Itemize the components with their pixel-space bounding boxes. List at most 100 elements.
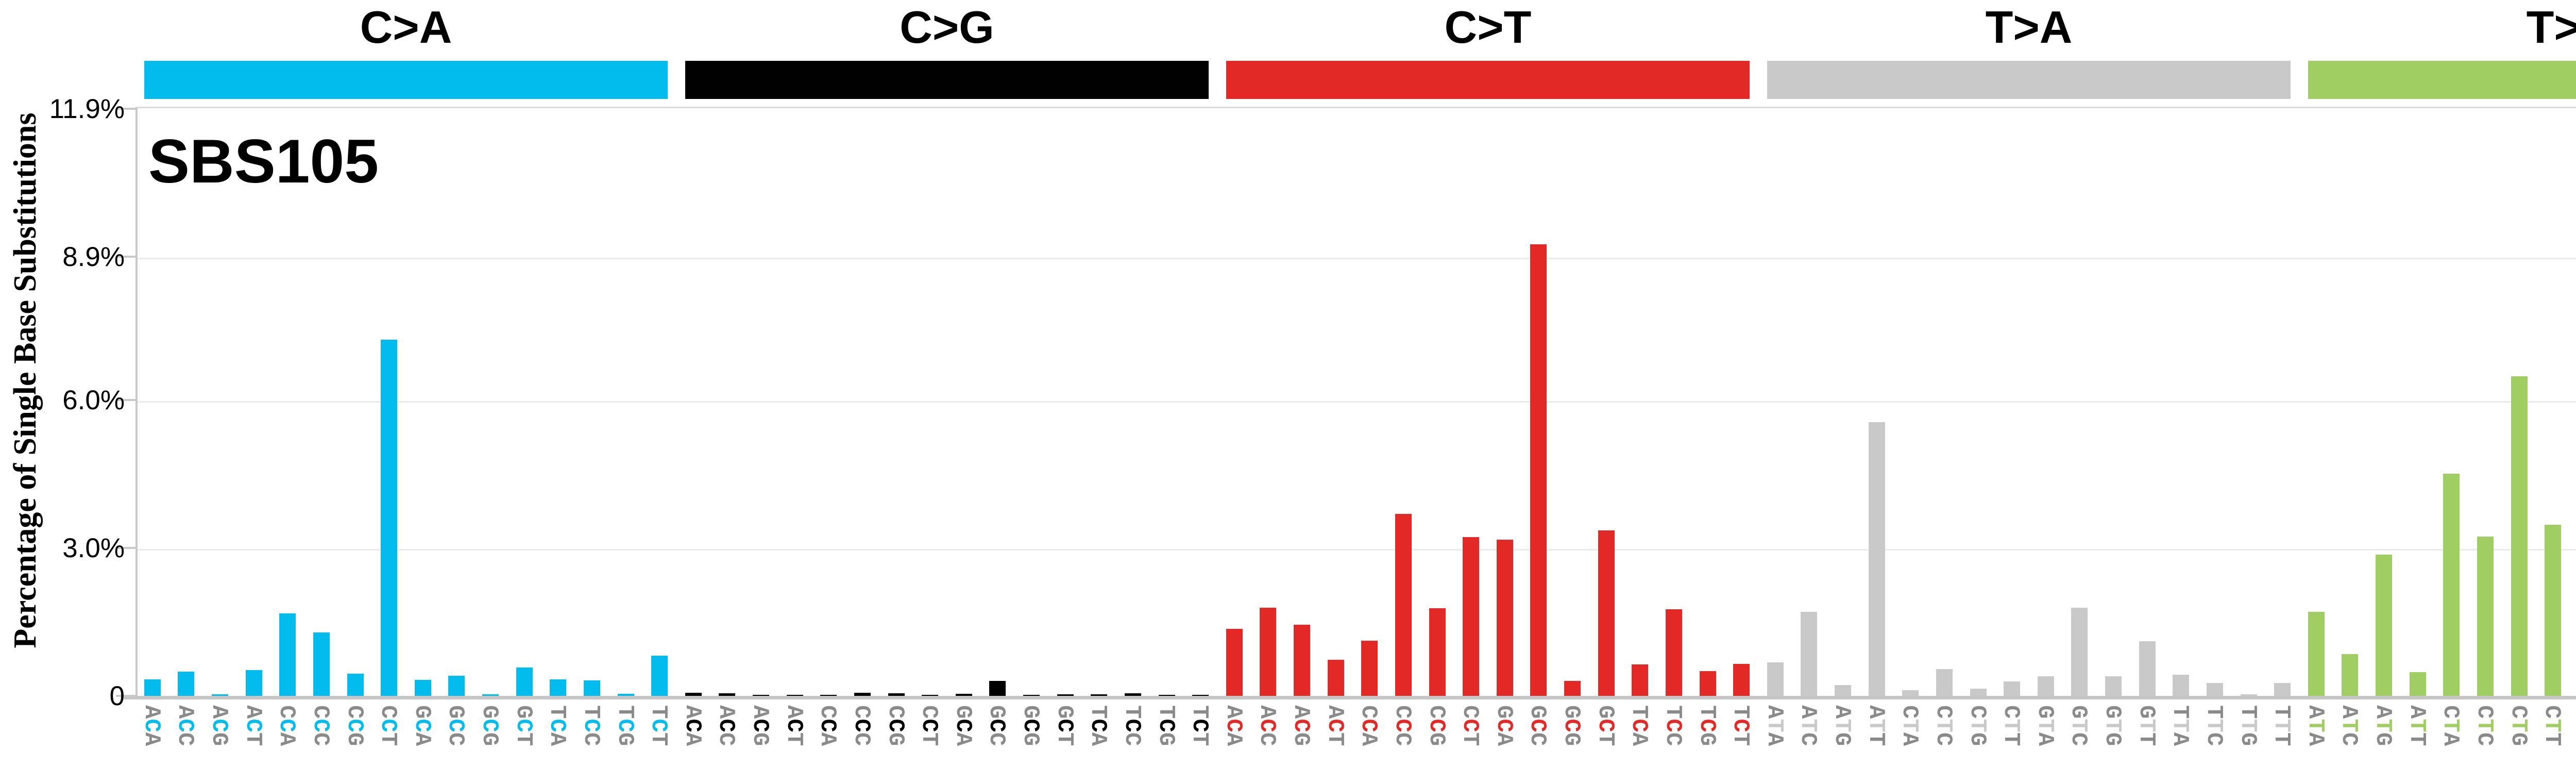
bar-CtoA-TCT [651, 656, 668, 696]
gridline-8.9% [138, 258, 2576, 259]
bar-TtoC-CTC [2477, 537, 2494, 696]
bar-CtoT-TCG [1700, 671, 1716, 696]
bar-CtoA-ACG [212, 694, 228, 696]
bar-TtoA-CTC [1936, 669, 1953, 696]
bar-CtoG-ACG [753, 695, 769, 696]
bar-CtoT-CCC [1395, 514, 1412, 696]
bar-CtoG-ACC [719, 693, 735, 696]
group-header-label-T>A: T>A [1985, 2, 2073, 53]
bar-TtoA-ATA [1767, 662, 1784, 696]
y-tick-mark [116, 398, 135, 401]
bar-CtoT-ACA [1226, 629, 1243, 696]
y-tick-label: 11.9% [49, 93, 125, 124]
bar-CtoG-GCC [989, 681, 1006, 696]
group-header-strip-C>T [1226, 61, 1750, 99]
y-tick-mark [116, 256, 135, 258]
group-header-label-T>C: T>C [2526, 2, 2576, 53]
bar-CtoG-CCT [922, 695, 938, 696]
bar-CtoA-ACC [178, 672, 194, 696]
bar-CtoG-TCC [1125, 693, 1141, 696]
bar-TtoA-CTG [1970, 689, 1987, 696]
bar-CtoG-GCT [1057, 694, 1074, 696]
plot-area [135, 107, 2576, 697]
bar-TtoC-ATG [2376, 555, 2392, 696]
chart-title: SBS105 [148, 127, 379, 196]
bar-CtoA-GCT [516, 668, 533, 696]
bar-CtoA-CCG [347, 674, 364, 696]
bar-CtoA-GCG [482, 694, 499, 696]
y-tick-label: 6.0% [62, 385, 125, 415]
bar-TtoA-GTT [2139, 641, 2156, 696]
bar-CtoA-TCG [618, 694, 634, 696]
bar-TtoA-GTG [2105, 676, 2122, 696]
y-tick-label: 3.0% [62, 532, 125, 563]
bar-CtoT-CCT [1463, 537, 1479, 696]
bar-TtoA-CTA [1902, 690, 1919, 696]
group-header-label-C>T: C>T [1444, 2, 1532, 53]
bar-CtoT-ACC [1260, 608, 1276, 696]
bar-CtoA-CCT [381, 340, 397, 696]
bar-TtoA-TTT [2274, 683, 2291, 696]
bar-CtoA-GCC [448, 676, 465, 696]
bar-CtoT-GCC [1530, 244, 1547, 696]
bar-CtoT-TCC [1666, 609, 1682, 696]
group-header-strip-C>A [144, 61, 668, 99]
bar-TtoC-ATC [2342, 654, 2358, 696]
group-header-label-C>A: C>A [360, 2, 452, 53]
bar-CtoG-ACT [787, 695, 803, 696]
bar-CtoG-GCA [956, 694, 972, 696]
y-tick-label: 0 [109, 681, 125, 711]
y-axis-title: Percentage of Single Base Substitutions [8, 112, 43, 648]
group-header-label-C>G: C>G [900, 2, 994, 53]
bar-CtoG-GCG [1023, 695, 1040, 696]
bar-TtoA-TTA [2173, 675, 2189, 696]
group-header-strip-C>G [685, 61, 1209, 99]
bar-CtoA-TCC [584, 680, 600, 696]
bar-CtoT-ACT [1328, 660, 1344, 696]
bar-TtoC-CTG [2511, 376, 2528, 696]
bar-CtoA-ACT [246, 670, 262, 696]
bar-TtoC-CTT [2545, 525, 2561, 696]
bar-CtoA-GCA [415, 680, 431, 696]
bar-CtoG-ACA [685, 693, 702, 696]
bar-CtoG-TCT [1192, 695, 1209, 696]
bar-CtoA-ACA [144, 679, 161, 696]
y-tick-mark [116, 546, 135, 549]
group-header-strip-T>A [1767, 61, 2291, 99]
bar-TtoA-GTC [2071, 608, 2088, 696]
bar-CtoT-CCA [1361, 641, 1378, 696]
bar-CtoA-CCC [313, 632, 330, 696]
bar-TtoC-ATT [2410, 672, 2426, 696]
bar-CtoT-TCA [1632, 664, 1648, 696]
bar-CtoT-GCG [1564, 681, 1581, 696]
bar-TtoA-ATT [1869, 422, 1885, 696]
bar-CtoT-ACG [1294, 625, 1310, 696]
bar-CtoG-CCC [854, 693, 871, 696]
bar-CtoT-GCA [1497, 540, 1513, 696]
group-header-strip-T>C [2308, 61, 2576, 99]
bar-CtoG-CCG [888, 693, 905, 696]
bar-CtoT-GCT [1598, 530, 1615, 696]
gridline-6.0% [138, 401, 2576, 403]
bar-CtoG-TCG [1159, 695, 1175, 696]
bar-CtoA-CCA [279, 613, 296, 696]
bar-TtoA-ATC [1801, 612, 1817, 696]
y-tick-mark [116, 107, 135, 110]
bar-TtoC-CTA [2443, 474, 2460, 696]
bar-CtoT-TCT [1733, 664, 1750, 696]
bar-TtoA-GTA [2038, 676, 2054, 696]
bar-CtoT-CCG [1429, 608, 1446, 696]
y-tick-label: 8.9% [62, 242, 125, 272]
y-tick-mark [116, 695, 135, 697]
bar-CtoA-TCA [550, 679, 566, 696]
bar-CtoG-CCA [820, 695, 837, 696]
bar-TtoA-ATG [1835, 685, 1851, 696]
bar-TtoA-TTG [2241, 694, 2257, 696]
bar-TtoA-CTT [2004, 681, 2020, 696]
bar-CtoG-TCA [1091, 694, 1107, 696]
gridline-3.0% [138, 548, 2576, 551]
x-axis-baseline [124, 696, 2576, 699]
bar-TtoC-ATA [2308, 612, 2325, 696]
bar-TtoA-TTC [2207, 683, 2223, 696]
